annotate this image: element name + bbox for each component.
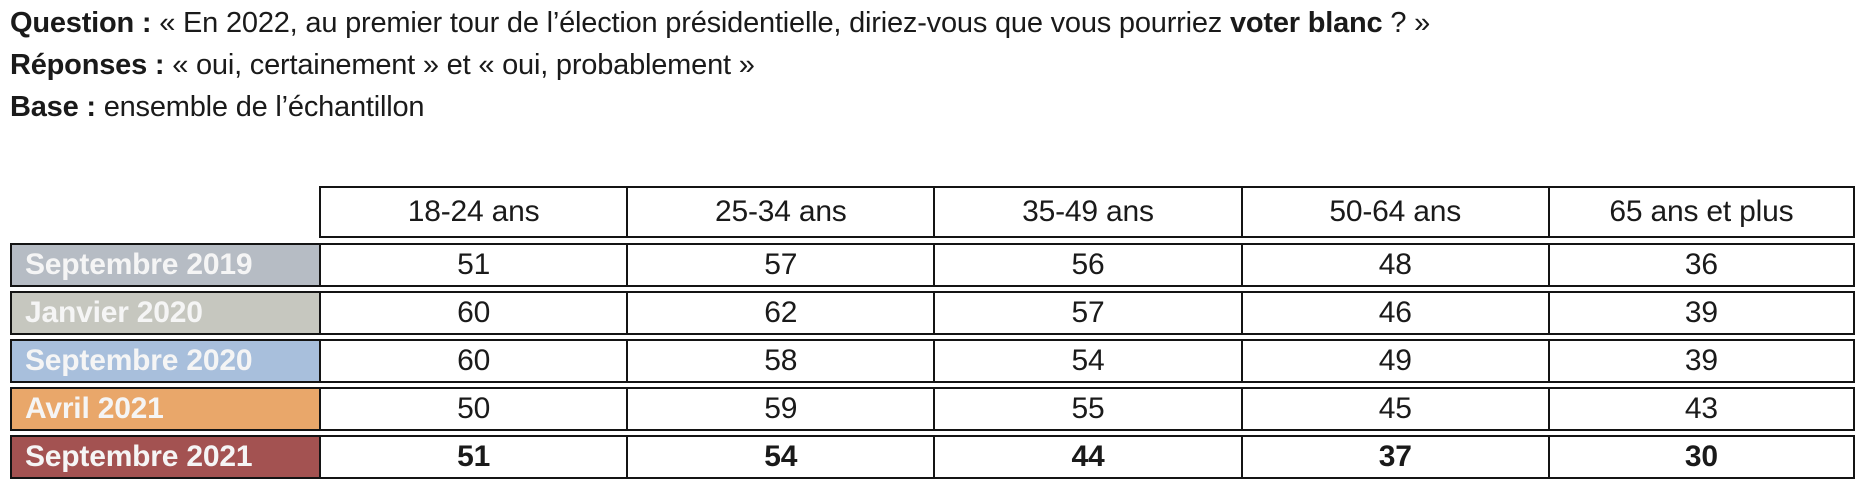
- data-cell: 46: [1240, 291, 1548, 335]
- table-row-septembre-2021: Septembre 2021 51 54 44 37 30: [10, 435, 1855, 479]
- row-label: Janvier 2020: [10, 291, 319, 335]
- row-label: Avril 2021: [10, 387, 319, 431]
- data-cell: 37: [1240, 435, 1548, 479]
- data-cell: 39: [1547, 339, 1855, 383]
- column-header-50-64: 50-64 ans: [1240, 186, 1548, 238]
- intro-block: Question : « En 2022, au premier tour de…: [10, 2, 1430, 128]
- question-text-end: ? »: [1382, 7, 1431, 39]
- table-corner-cell: [10, 186, 319, 238]
- data-cell: 49: [1240, 339, 1548, 383]
- data-cell: 60: [319, 339, 627, 383]
- data-cell: 43: [1547, 387, 1855, 431]
- data-cell: 54: [626, 435, 934, 479]
- question-text: « En 2022, au premier tour de l’élection…: [159, 7, 1230, 39]
- responses-line: Réponses : « oui, certainement » et « ou…: [10, 44, 1430, 86]
- question-bold-text: voter blanc: [1229, 7, 1383, 39]
- data-cell: 62: [626, 291, 934, 335]
- column-header-35-49: 35-49 ans: [933, 186, 1241, 238]
- data-cell: 51: [319, 243, 627, 287]
- data-cell: 56: [933, 243, 1241, 287]
- data-cell: 54: [933, 339, 1241, 383]
- question-line: Question : « En 2022, au premier tour de…: [10, 2, 1430, 44]
- data-cell: 30: [1547, 435, 1855, 479]
- base-text: ensemble de l’échantillon: [103, 91, 425, 123]
- data-cell: 55: [933, 387, 1241, 431]
- base-label: Base :: [10, 91, 96, 123]
- row-label: Septembre 2020: [10, 339, 319, 383]
- responses-label: Réponses :: [10, 49, 165, 81]
- question-label: Question :: [10, 7, 152, 39]
- row-label: Septembre 2021: [10, 435, 319, 479]
- data-cell: 45: [1240, 387, 1548, 431]
- data-cell: 36: [1547, 243, 1855, 287]
- column-header-18-24: 18-24 ans: [319, 186, 627, 238]
- base-line: Base : ensemble de l’échantillon: [10, 86, 1430, 128]
- table-row-septembre-2019: Septembre 2019 51 57 56 48 36: [10, 243, 1855, 287]
- table-row-janvier-2020: Janvier 2020 60 62 57 46 39: [10, 291, 1855, 335]
- column-header-25-34: 25-34 ans: [626, 186, 934, 238]
- data-cell: 57: [626, 243, 934, 287]
- data-cell: 58: [626, 339, 934, 383]
- data-cell: 39: [1547, 291, 1855, 335]
- table-row-avril-2021: Avril 2021 50 59 55 45 43: [10, 387, 1855, 431]
- results-table: 18-24 ans 25-34 ans 35-49 ans 50-64 ans …: [10, 186, 1855, 483]
- table-row-septembre-2020: Septembre 2020 60 58 54 49 39: [10, 339, 1855, 383]
- responses-text: « oui, certainement » et « oui, probable…: [172, 49, 755, 81]
- data-cell: 51: [319, 435, 627, 479]
- data-cell: 57: [933, 291, 1241, 335]
- data-cell: 50: [319, 387, 627, 431]
- table-header-row: 18-24 ans 25-34 ans 35-49 ans 50-64 ans …: [10, 186, 1855, 238]
- data-cell: 48: [1240, 243, 1548, 287]
- data-cell: 60: [319, 291, 627, 335]
- data-cell: 59: [626, 387, 934, 431]
- column-header-65-plus: 65 ans et plus: [1547, 186, 1855, 238]
- row-label: Septembre 2019: [10, 243, 319, 287]
- data-cell: 44: [933, 435, 1241, 479]
